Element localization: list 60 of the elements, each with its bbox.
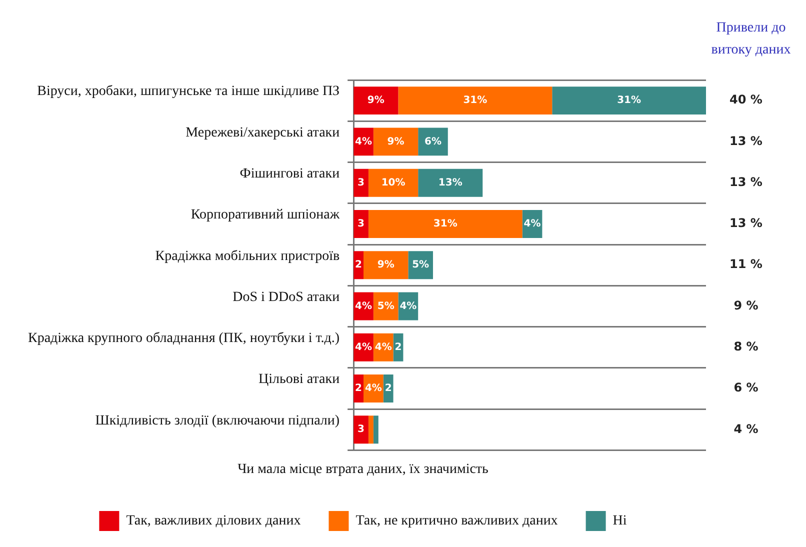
text: 11 % <box>730 257 762 272</box>
bar <box>398 86 552 115</box>
data-label: 9% <box>377 260 394 271</box>
y-tick-label: Фішингові атаки <box>240 166 340 182</box>
bar <box>364 251 408 280</box>
data-label: 2 <box>394 342 402 353</box>
bar <box>383 374 394 402</box>
data-label: 3 <box>358 218 365 230</box>
data-label: 3 <box>358 177 365 188</box>
data-label: 4% <box>355 342 372 353</box>
y-tick-label: Мережеві/хакерські атаки <box>186 125 340 140</box>
bar <box>552 86 706 115</box>
text: 40 % <box>730 92 762 107</box>
y-tick-label: DoS і DDoS атаки <box>232 290 340 305</box>
y-tick-label: Крадіжка мобільних пристроїв <box>155 248 340 264</box>
data-label: 4% <box>355 136 372 148</box>
bar <box>418 168 483 197</box>
data-label: 10% <box>381 177 406 188</box>
text: Привели до витоку даних <box>711 20 791 58</box>
data-label: 9% <box>367 95 384 106</box>
legend-label: Так, важливих ділових даних <box>126 514 301 529</box>
data-label: 2 <box>355 383 362 394</box>
data-label: 4% <box>355 300 372 312</box>
data-label: 2 <box>384 383 392 394</box>
bar <box>368 168 418 197</box>
y-tick-label: Шкідливість злодії (включаючи підпали) <box>95 413 340 428</box>
y-tick-label: Крадіжка крупного обладнання (ПК, ноутбуки і т.д.) <box>28 331 340 346</box>
data-label: 4% <box>364 383 382 394</box>
bar <box>373 128 418 156</box>
bar <box>418 128 448 156</box>
data-label: 31% <box>433 218 458 230</box>
legend-label: Ні <box>612 514 627 529</box>
text: 8 % <box>734 339 758 354</box>
bar <box>373 416 378 444</box>
bar <box>368 210 522 238</box>
text: 13 % <box>730 174 762 189</box>
bar <box>368 416 374 444</box>
text: 13 % <box>730 134 762 148</box>
data-label: 4% <box>400 300 417 312</box>
data-label: 4% <box>374 342 392 353</box>
data-label: 3 <box>358 424 365 436</box>
legend-label: Так, не критично важливих даних <box>356 514 558 529</box>
legend-title: Чи мала місце втрата даних, їх значимість <box>238 462 488 477</box>
data-label: 31% <box>463 95 488 106</box>
text: 6 % <box>734 380 758 395</box>
text: 9 % <box>734 298 758 312</box>
data-label: 9% <box>387 136 404 148</box>
bar <box>354 86 398 115</box>
data-label: 31% <box>617 95 642 106</box>
y-tick-label: Цільові атаки <box>258 372 340 388</box>
data-label: 2 <box>355 260 362 271</box>
data-label: 5% <box>412 260 430 271</box>
y-tick-label: Віруси, хробаки, шпигунське та інше шкідливе ПЗ <box>37 84 340 100</box>
data-label: 6% <box>424 136 442 148</box>
y-tick-label: Корпоративний шпіонаж <box>190 208 340 223</box>
text: 4 % <box>734 422 758 436</box>
data-label: 4% <box>524 218 541 230</box>
text: 13 % <box>730 216 762 230</box>
data-label: 5% <box>377 300 394 312</box>
data-label: 13% <box>438 177 462 188</box>
